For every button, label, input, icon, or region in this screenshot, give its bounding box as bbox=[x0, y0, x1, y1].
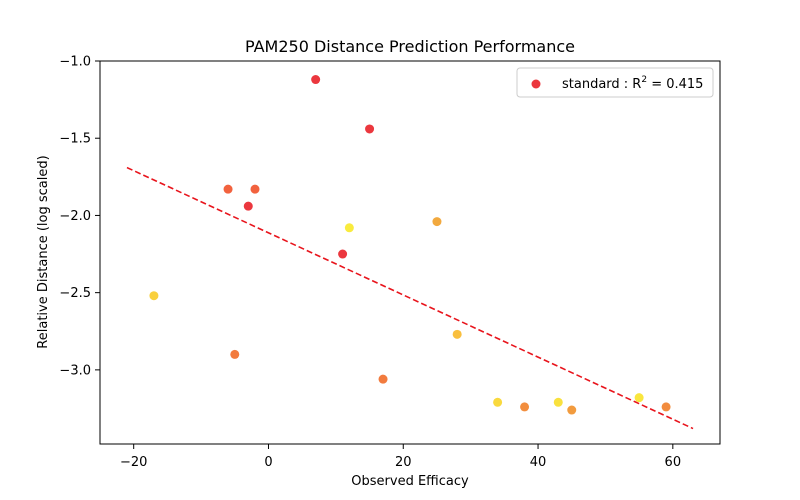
scatter-point bbox=[311, 75, 321, 85]
plot-frame bbox=[99, 60, 721, 445]
legend-label-sup: 2 bbox=[641, 75, 647, 85]
y-tick-label: −2.5 bbox=[59, 286, 91, 301]
legend-box bbox=[516, 67, 714, 98]
y-axis-ticks: −3.0 −2.5 −2.0 −1.5 −1.0 bbox=[59, 55, 100, 378]
x-tick-label: 40 bbox=[530, 455, 547, 470]
x-tick-label: 60 bbox=[665, 455, 682, 470]
x-axis-label: Observed Efficacy bbox=[351, 474, 469, 489]
scatter-point bbox=[452, 329, 462, 339]
chart-title: PAM250 Distance Prediction Performance bbox=[245, 37, 575, 56]
legend-label: standard : R2 = 0.415 bbox=[562, 75, 703, 92]
y-tick-label: −2.0 bbox=[59, 209, 91, 224]
scatter-point bbox=[149, 291, 159, 301]
x-axis-ticks: −20 0 20 40 60 bbox=[120, 444, 681, 470]
scatter-point bbox=[365, 124, 375, 134]
legend-marker bbox=[531, 79, 541, 89]
scatter-point bbox=[567, 405, 577, 415]
y-tick-label: −3.0 bbox=[59, 363, 91, 378]
scatter-points bbox=[149, 75, 671, 415]
y-tick-label: −1.0 bbox=[59, 55, 91, 70]
x-tick-label: 20 bbox=[395, 455, 412, 470]
y-tick-label: −1.5 bbox=[59, 132, 91, 147]
scatter-point bbox=[553, 397, 563, 407]
scatter-point bbox=[661, 402, 671, 412]
scatter-point bbox=[230, 349, 240, 359]
legend-label-suffix: = 0.415 bbox=[647, 77, 703, 92]
trendline-path bbox=[126, 166, 694, 430]
scatter-point bbox=[634, 393, 644, 403]
scatter-point bbox=[243, 201, 253, 211]
scatter-point bbox=[520, 402, 530, 412]
x-tick-label: −20 bbox=[120, 455, 147, 470]
legend: standard : R2 = 0.415 bbox=[516, 67, 714, 98]
scatter-point bbox=[493, 397, 503, 407]
legend-label-prefix: standard : R bbox=[562, 77, 641, 92]
plot-area bbox=[99, 60, 721, 445]
scatter-point bbox=[223, 184, 233, 194]
scatter-point bbox=[432, 217, 442, 227]
scatter-point bbox=[378, 374, 388, 384]
scatter-point bbox=[338, 249, 348, 259]
x-tick-label: 0 bbox=[264, 455, 272, 470]
trendline bbox=[126, 166, 694, 430]
y-axis-label: Relative Distance (log scaled) bbox=[36, 155, 51, 348]
scatter-point bbox=[344, 223, 354, 233]
scatter-point bbox=[250, 184, 260, 194]
